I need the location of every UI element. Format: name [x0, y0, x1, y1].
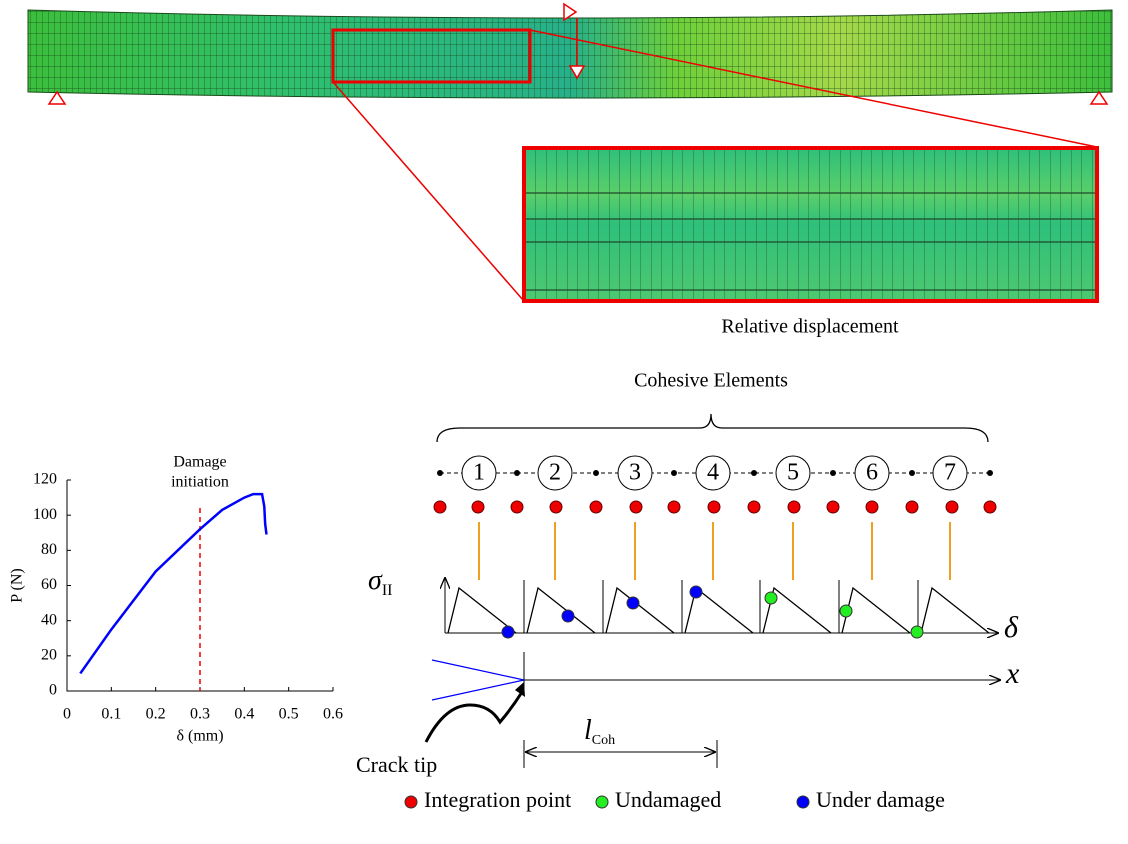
state-dot [840, 605, 852, 617]
y-tick-label: 80 [41, 541, 57, 558]
element-number: 2 [549, 460, 561, 486]
element-number: 5 [787, 460, 799, 486]
state-dot [502, 626, 514, 638]
integration-point [748, 501, 760, 513]
l-coh-label: lCoh [584, 715, 615, 748]
node [514, 470, 520, 476]
integration-point [668, 501, 680, 513]
y-tick-label: 0 [49, 682, 57, 699]
integration-point [788, 501, 800, 513]
integration-point [590, 501, 602, 513]
traction-law [527, 588, 595, 633]
node [830, 470, 836, 476]
y-tick-label: 100 [33, 506, 57, 523]
integration-point [434, 501, 446, 513]
x-tick-label: 0.6 [323, 706, 343, 723]
state-dot [562, 610, 574, 622]
y-axis-label: P (N) [9, 568, 26, 603]
brace [437, 414, 988, 442]
x-tick-label: 0.3 [190, 706, 210, 723]
mesh: Relative displacement [28, 4, 1112, 338]
integration-point [946, 501, 958, 513]
state-dot [765, 592, 777, 604]
crack-tip-label: Crack tip [356, 752, 437, 777]
legend-marker [797, 796, 809, 808]
integration-point [827, 501, 839, 513]
crack [432, 660, 524, 700]
legend-label: Under damage [816, 787, 945, 812]
element-number: 3 [629, 460, 641, 486]
integration-point [708, 501, 720, 513]
sigma: σ [368, 565, 383, 596]
state-dot [911, 626, 923, 638]
diagram-title: Cohesive Elements [634, 370, 788, 392]
y-tick-label: 40 [41, 611, 57, 628]
node [593, 470, 599, 476]
traction-law [606, 588, 674, 633]
y-tick-label: 20 [41, 647, 57, 664]
zoom-line [333, 82, 523, 300]
cohesive-diagram: Cohesive Elements 1 2 3 4 5 6 7 σII δx Crack tip lC… [356, 370, 1020, 812]
sigma-label: σII [368, 565, 392, 598]
integration-point [511, 501, 523, 513]
annotation: initiation [171, 474, 229, 491]
legend-label: Undamaged [615, 787, 721, 812]
integration-point [630, 501, 642, 513]
node [437, 470, 443, 476]
element-number: 4 [707, 460, 719, 486]
delta-label: δ [1004, 611, 1019, 644]
node [671, 470, 677, 476]
x-tick-label: 0.2 [146, 706, 166, 723]
element-number: 6 [866, 460, 878, 486]
zoom-mesh [525, 149, 1096, 300]
x-label: x [1005, 657, 1020, 690]
integration-point [866, 501, 878, 513]
y-tick-label: 60 [41, 576, 57, 593]
traction-law [921, 588, 989, 633]
zoom-label: Relative displacement [721, 316, 899, 338]
l-sub: Coh [592, 733, 615, 748]
legend-marker [596, 796, 608, 808]
state-dot [690, 586, 702, 598]
tip-arrow [426, 692, 522, 742]
integration-point [550, 501, 562, 513]
line [80, 494, 266, 673]
x-tick-label: 0.1 [101, 706, 121, 723]
legend-label: Integration point [424, 787, 571, 812]
sigma-sub: II [382, 582, 393, 599]
integration-point [984, 501, 996, 513]
x-tick-label: 0.5 [279, 706, 299, 723]
integration-point [906, 501, 918, 513]
x-tick-label: 0 [63, 706, 71, 723]
node [987, 470, 993, 476]
element-number: 1 [473, 460, 485, 486]
x-tick-label: 0.4 [234, 706, 254, 723]
state-dot [627, 597, 639, 609]
node [751, 470, 757, 476]
y-tick-label: 120 [33, 471, 57, 488]
integration-point [472, 501, 484, 513]
annotation: Damage [173, 454, 226, 471]
figure: Relative displacement 0 0.1 0.2 0.3 0.4 0.5 0.… [0, 0, 1128, 844]
legend-marker [405, 796, 417, 808]
node [909, 470, 915, 476]
beam-mesh [28, 10, 1112, 98]
element-number: 7 [944, 460, 956, 486]
x-axis-label: δ (mm) [176, 728, 223, 745]
